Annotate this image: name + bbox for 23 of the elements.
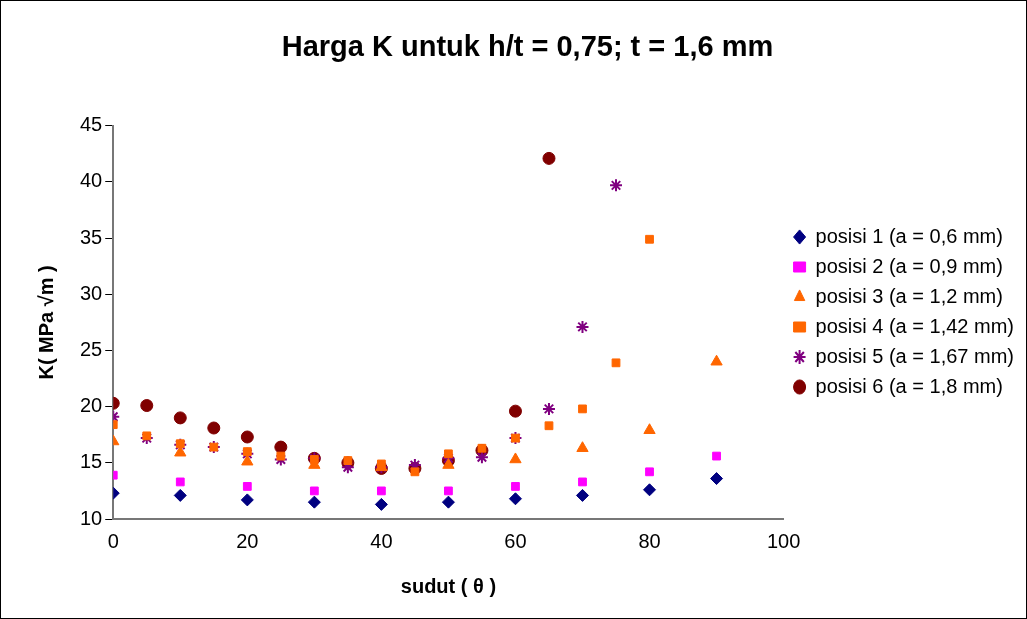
x-tick-label: 60: [504, 529, 527, 552]
legend-label: posisi 6 (a = 1,8 mm): [815, 374, 1003, 397]
y-tick-label: 25: [80, 338, 103, 360]
x-tick-label: 40: [370, 529, 393, 552]
x-tick-label: 20: [236, 529, 259, 552]
y-tick-label: 40: [80, 169, 103, 192]
y-tick-label: 45: [80, 113, 103, 136]
y-tick-label: 20: [80, 394, 103, 417]
y-axis-title: K( MPa √m ): [34, 265, 57, 380]
y-tick-label: 10: [80, 506, 103, 529]
legend-label: posisi 3 (a = 1,2 mm): [815, 284, 1003, 307]
x-tick-label: 0: [107, 529, 119, 552]
legend-label: posisi 5 (a = 1,67 mm): [815, 344, 1015, 367]
x-axis-title: sudut ( θ ): [400, 574, 497, 597]
legend-label: posisi 1 (a = 0,6 mm): [815, 224, 1003, 247]
y-tick-label: 30: [80, 281, 103, 304]
y-tick-label: 15: [80, 450, 103, 473]
y-tick-label: 35: [80, 225, 103, 248]
x-tick-label: 80: [638, 529, 661, 552]
x-tick-label: 100: [766, 529, 801, 552]
legend-label: posisi 4 (a = 1,42 mm): [815, 314, 1015, 337]
chart-title: Harga K untuk h/t = 0,75; t = 1,6 mm: [281, 30, 774, 63]
legend-label: posisi 2 (a = 0,9 mm): [815, 254, 1003, 277]
